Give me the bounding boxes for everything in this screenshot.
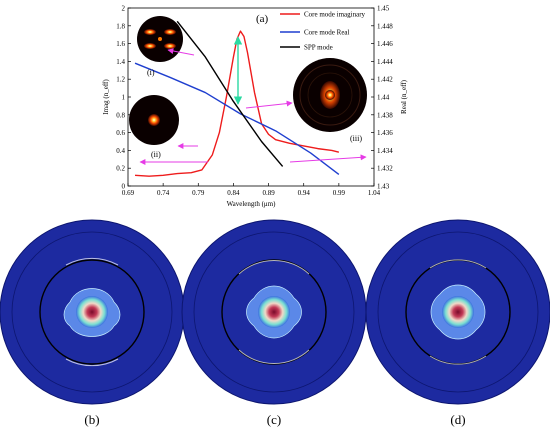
y-right-tick-label: 1.442 [377,76,393,84]
y-left-tick-label: 1 [122,94,126,102]
inset-mode-i [137,16,183,62]
series-core-mode-imaginary [134,30,340,177]
y-left-tick-label: 1.4 [116,58,125,66]
x-tick-label: 0.74 [157,189,170,197]
x-axis-label: Wavelength (μm) [227,200,277,208]
y-right-axis-ticks: 1.43 1.432 1.434 1.436 1.438 1.44 1.442 1.444 1.… [371,5,393,191]
y-left-tick-label: 0.4 [116,147,125,155]
y-right-tick-label: 1.44 [377,94,390,102]
x-axis-ticks: 0.69 0.74 0.79 0.84 0.89 0.94 0.99 1.04 [122,183,381,197]
x-tick-label: 0.84 [227,189,240,197]
y-right-axis-label: Real (n_eff) [400,79,408,114]
y-right-tick-label: 1.436 [377,129,393,137]
y-left-tick-label: 1.6 [116,40,125,48]
legend-label-spp: SPP mode [304,44,333,52]
field-panel-d [365,219,550,405]
inset-mode-ii [129,95,179,145]
x-tick-label: 0.89 [262,189,275,197]
inset-label-i: (i) [147,68,155,77]
legend-label-imaginary: Core mode imaginary [304,11,366,19]
arrow-to-inset-iii [245,100,293,109]
y-left-tick-label: 0.6 [116,129,125,137]
y-left-axis-ticks: 0 0.2 0.4 0.6 0.8 1 1.2 1.4 1.6 1.8 2 [116,5,131,191]
y-right-tick-label: 1.446 [377,40,393,48]
y-right-tick-label: 1.438 [377,111,393,119]
y-right-tick-label: 1.45 [377,5,390,13]
field-panel-c [181,219,367,405]
panel-label-b: (b) [84,412,99,427]
arrow-to-inset-i [167,48,195,56]
legend: Core mode imaginary Core mode Real SPP m… [280,11,366,52]
x-tick-label: 1.04 [368,189,381,197]
inset-label-iii: (iii) [350,134,362,143]
y-right-tick-label: 1.43 [377,183,390,191]
series-lines [134,20,340,177]
annotation-arrows [139,48,367,165]
field-panel-b [0,219,185,405]
y-left-tick-label: 0.8 [116,111,125,119]
panel-label-c: (c) [267,412,281,427]
x-tick-label: 0.79 [192,189,205,197]
y-left-tick-label: 2 [122,5,126,13]
y-left-tick-label: 0.2 [116,165,125,173]
y-right-tick-label: 1.448 [377,22,393,30]
y-left-tick-label: 1.2 [116,76,125,84]
x-tick-label: 0.69 [122,189,135,197]
y-left-axis-label: Imag (n_eff) [102,79,110,115]
y-right-tick-label: 1.432 [377,165,393,173]
x-tick-label: 0.99 [333,189,346,197]
legend-label-real: Core mode Real [304,29,350,37]
y-left-tick-label: 0 [122,183,126,191]
arrow-real-to-right-axis [289,154,367,163]
panel-label-a: (a) [256,13,269,25]
x-tick-label: 0.94 [298,189,311,197]
y-right-tick-label: 1.434 [377,147,393,155]
inset-mode-iii [293,58,367,132]
inset-label-ii: (ii) [151,150,161,159]
y-right-tick-label: 1.444 [377,58,393,66]
series-core-mode-real [134,62,340,175]
panel-label-d: (d) [450,412,465,427]
series-spp-mode [176,20,284,167]
y-left-tick-label: 1.8 [116,22,125,30]
